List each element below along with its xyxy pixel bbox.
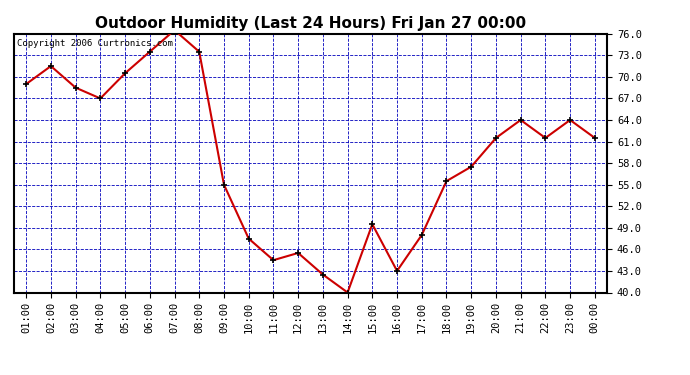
- Text: Copyright 2006 Curtronics.com: Copyright 2006 Curtronics.com: [17, 39, 172, 48]
- Title: Outdoor Humidity (Last 24 Hours) Fri Jan 27 00:00: Outdoor Humidity (Last 24 Hours) Fri Jan…: [95, 16, 526, 31]
